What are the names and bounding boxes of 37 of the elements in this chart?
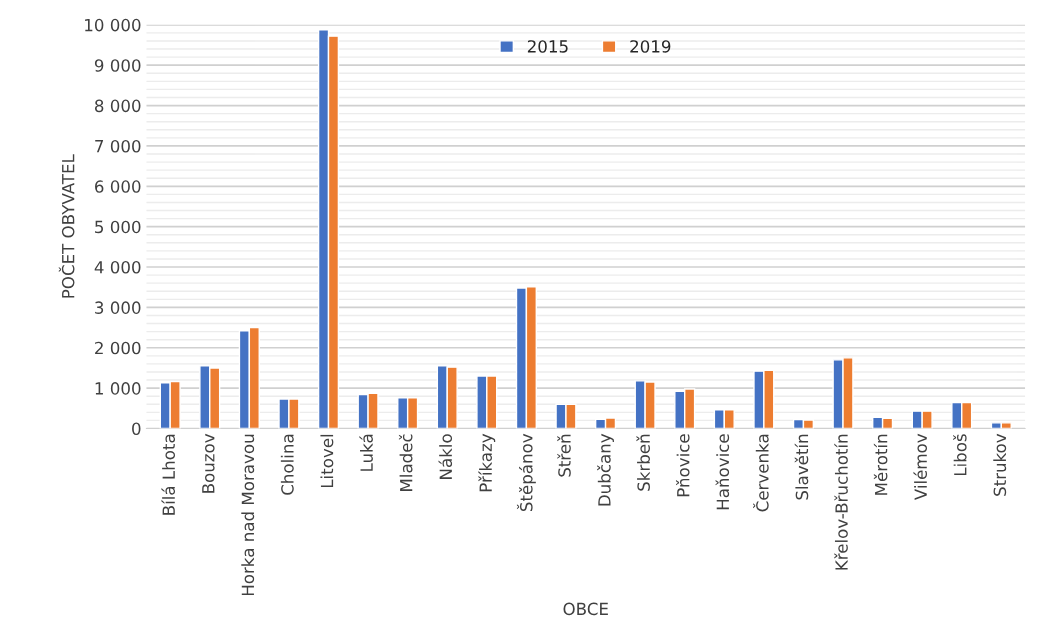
x-tick-label: Litovel [320, 434, 334, 488]
y-tick-label: 3 000 [95, 301, 141, 314]
x-tick-label: Strukov [993, 433, 1007, 496]
y-tick-label: 6 000 [95, 180, 141, 193]
x-tick-label: Měrotín [873, 434, 888, 495]
x-tick-label: Červenka [753, 434, 769, 512]
y-tick-label: 1 000 [95, 382, 141, 395]
legend-label: 2019 [630, 40, 671, 53]
x-tick-label: Vilémov [913, 433, 928, 501]
legend-label: 2015 [527, 40, 568, 53]
y-tick-label: 10 000 [85, 18, 141, 32]
x-tick-label: Dubčany [597, 433, 614, 506]
x-tick-label: Bouzov [202, 433, 215, 493]
x-tick-label: Bílá Lhota [161, 434, 176, 515]
x-tick-label: Štěpánov [516, 433, 536, 512]
y-axis-title: POČET OBYVATEL [58, 154, 75, 298]
y-tick-label: 9 000 [94, 59, 141, 72]
x-tick-label: Mladeč [398, 434, 413, 491]
x-tick-label: Skrbeň [636, 434, 650, 491]
x-tick-label: Horka nad Moravou [241, 434, 255, 596]
y-tick-label: 4 000 [94, 260, 141, 274]
x-tick-label: Cholina [280, 434, 294, 495]
x-tick-label: Příkazy [478, 433, 496, 492]
x-tick-label: Náklo [438, 434, 453, 479]
y-tick-label: 7 000 [95, 139, 141, 153]
y-tick-label: 8 000 [95, 99, 141, 113]
y-tick-label: 2 000 [95, 341, 141, 355]
x-tick-label: Pňovice [675, 434, 690, 497]
x-tick-label: Křelov-Břuchotín [834, 434, 848, 570]
x-tick-label: Haňovice [715, 434, 730, 510]
x-tick-label: Liboš [953, 434, 967, 476]
x-tick-label: Střeň [557, 434, 571, 477]
y-tick-label: 0 [132, 422, 141, 436]
x-axis-title: OBCE [563, 602, 608, 616]
x-tick-label: Luká [359, 434, 373, 471]
x-tick-label: Slavětín [794, 434, 809, 500]
y-tick-label: 5 000 [95, 220, 141, 234]
